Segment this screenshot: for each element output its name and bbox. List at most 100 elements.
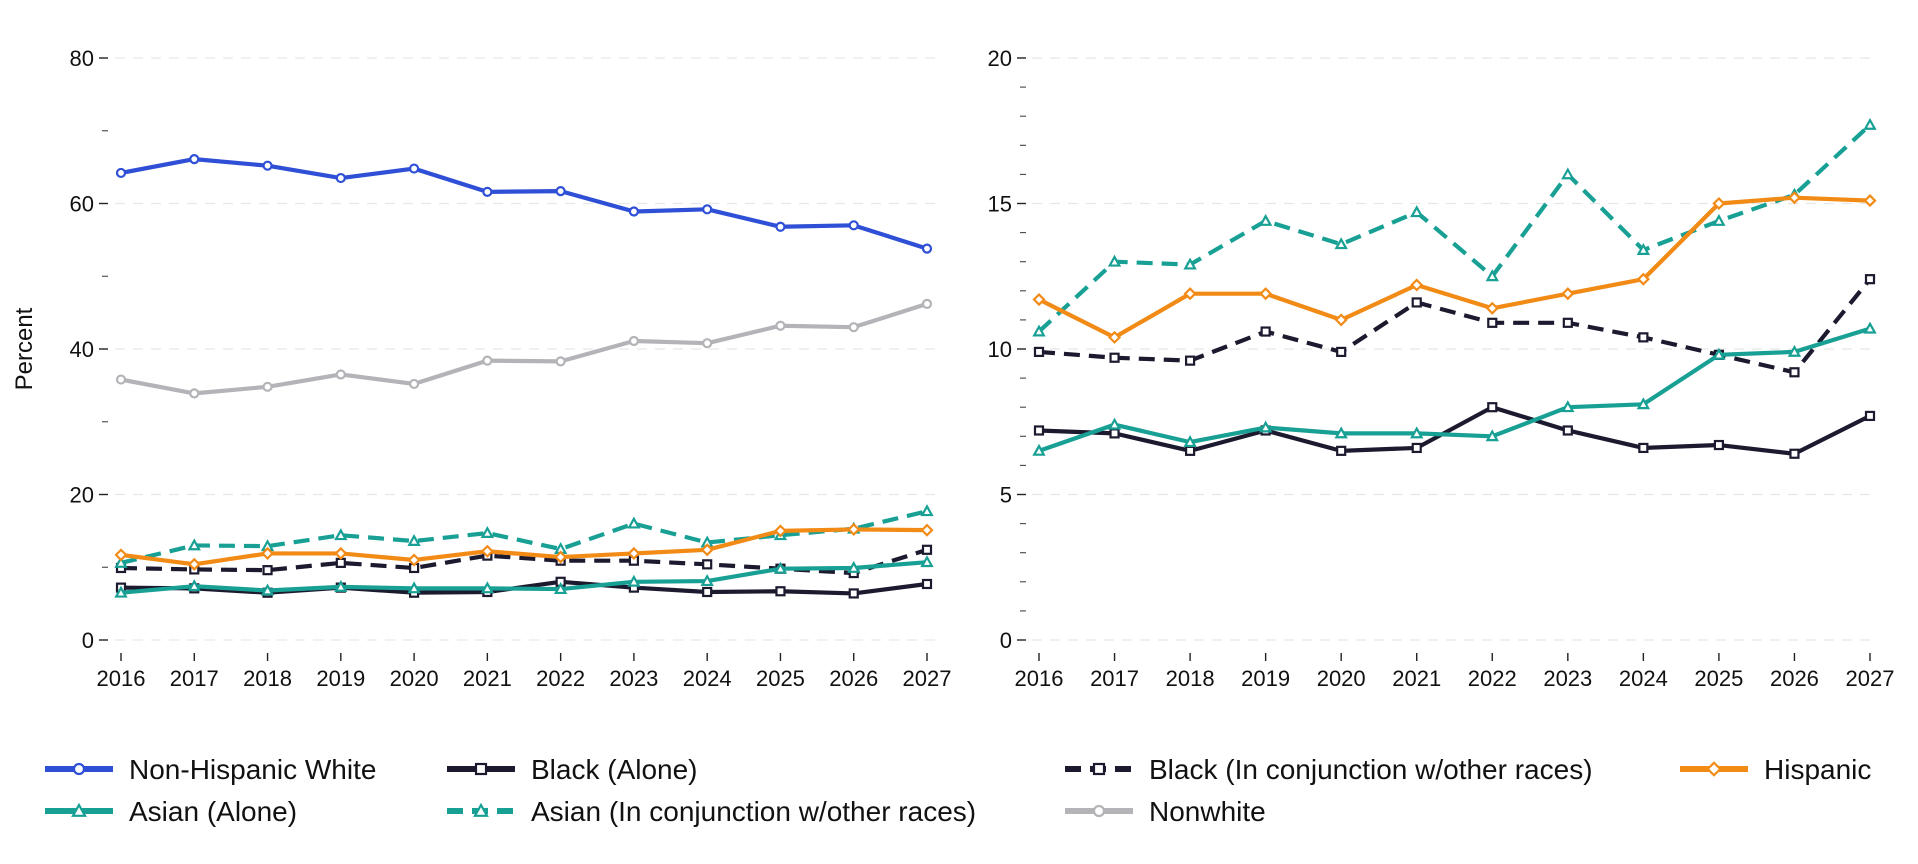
legend-marker [1092, 762, 1106, 776]
data-point [1032, 292, 1046, 307]
legend-label: Black (In conjunction w/other races) [1149, 754, 1593, 785]
legend-label: Nonwhite [1149, 796, 1266, 827]
data-point [1789, 448, 1800, 459]
data-point [1487, 317, 1498, 328]
data-point [847, 522, 861, 536]
series-line [1038, 195, 1871, 340]
x-tick-label: 2022 [1468, 666, 1517, 691]
data-point [1033, 346, 1045, 358]
data-point [480, 525, 495, 538]
data-point [848, 588, 859, 599]
data-point [114, 555, 128, 568]
data-point [262, 160, 273, 171]
legend-item-asian-alone: Asian (Alone) [45, 796, 297, 827]
x-tick-label: 2018 [243, 666, 292, 691]
x-tick-label: 2019 [1241, 666, 1290, 691]
series-line [120, 547, 928, 576]
y-tick-label: 5 [1000, 483, 1012, 508]
series-asian-alone [1032, 321, 1877, 456]
x-tick-label: 2019 [316, 666, 365, 691]
data-point [1561, 400, 1575, 413]
data-point [1487, 402, 1498, 413]
y-axis-title: Percent [11, 307, 38, 390]
data-point [408, 163, 420, 174]
data-point [1184, 355, 1196, 366]
data-point [1636, 242, 1651, 255]
data-point [407, 533, 421, 547]
data-point [260, 583, 275, 596]
data-point [1109, 428, 1120, 439]
y-tick-label: 10 [988, 337, 1012, 362]
x-tick-label: 2027 [1846, 666, 1895, 691]
series-black-in-conjunction-w-other-races [1033, 274, 1876, 378]
data-point [334, 528, 348, 541]
series-hispanic [114, 522, 934, 571]
series-line [1037, 123, 1872, 334]
legend-item-hispanic: Hispanic [1680, 754, 1871, 785]
data-point [1033, 425, 1045, 436]
data-point [1863, 117, 1877, 130]
data-point [1863, 321, 1877, 334]
data-point [335, 172, 346, 184]
x-tick-label: 2016 [97, 666, 146, 691]
data-point [1638, 442, 1649, 454]
data-point [848, 322, 859, 333]
series-line [1038, 405, 1871, 456]
data-point [480, 544, 494, 558]
data-point [334, 546, 348, 560]
series-line [120, 157, 928, 251]
data-point [1258, 420, 1273, 433]
data-point [1183, 287, 1197, 301]
data-point [1184, 445, 1196, 456]
y-tick-label: 20 [70, 483, 94, 508]
data-point [262, 565, 273, 576]
x-tick-label: 2017 [170, 666, 219, 691]
data-point [847, 560, 861, 573]
data-point [1032, 324, 1046, 337]
data-point [920, 555, 934, 568]
data-point [187, 557, 201, 571]
legend-label: Non-Hispanic White [129, 754, 376, 785]
data-point [335, 557, 346, 568]
data-point [408, 378, 420, 390]
x-tick-label: 2020 [390, 666, 439, 691]
data-point [1107, 254, 1122, 267]
data-point [921, 243, 933, 254]
data-point [627, 546, 641, 560]
data-point [1712, 196, 1726, 211]
data-point [921, 578, 933, 590]
data-point [1712, 347, 1726, 360]
y-tick-label: 40 [70, 337, 94, 362]
y-tick-label: 15 [988, 192, 1012, 217]
data-point [1485, 301, 1499, 315]
left-panel: 0 20 40 60 80 2016 2017 2018 2019 2020 2021 2022 202… [70, 46, 952, 691]
data-point [920, 504, 934, 517]
data-point [1032, 443, 1046, 456]
data-point [628, 206, 640, 217]
data-point [1636, 397, 1651, 410]
data-point [482, 186, 493, 197]
data-point [1789, 367, 1800, 378]
data-point [1411, 442, 1422, 454]
data-point [407, 581, 421, 594]
data-point [702, 586, 713, 598]
series-line [120, 509, 928, 565]
data-point [407, 553, 421, 567]
series-line [120, 301, 928, 396]
legend-label: Black (Alone) [531, 754, 698, 785]
data-point [920, 523, 934, 537]
data-point [700, 574, 714, 587]
data-point [627, 574, 641, 587]
data-point [1712, 213, 1726, 226]
data-point [1411, 297, 1422, 308]
x-tick-label: 2025 [756, 666, 805, 691]
data-point [1410, 278, 1424, 292]
series-black-in-conjunction-w-other-races [115, 544, 933, 579]
x-tick-label: 2016 [1015, 666, 1064, 691]
data-point [1334, 426, 1348, 439]
data-point [1864, 410, 1876, 422]
y-tick-label: 0 [1000, 628, 1012, 653]
data-point [1636, 272, 1650, 286]
data-point [1787, 344, 1802, 357]
